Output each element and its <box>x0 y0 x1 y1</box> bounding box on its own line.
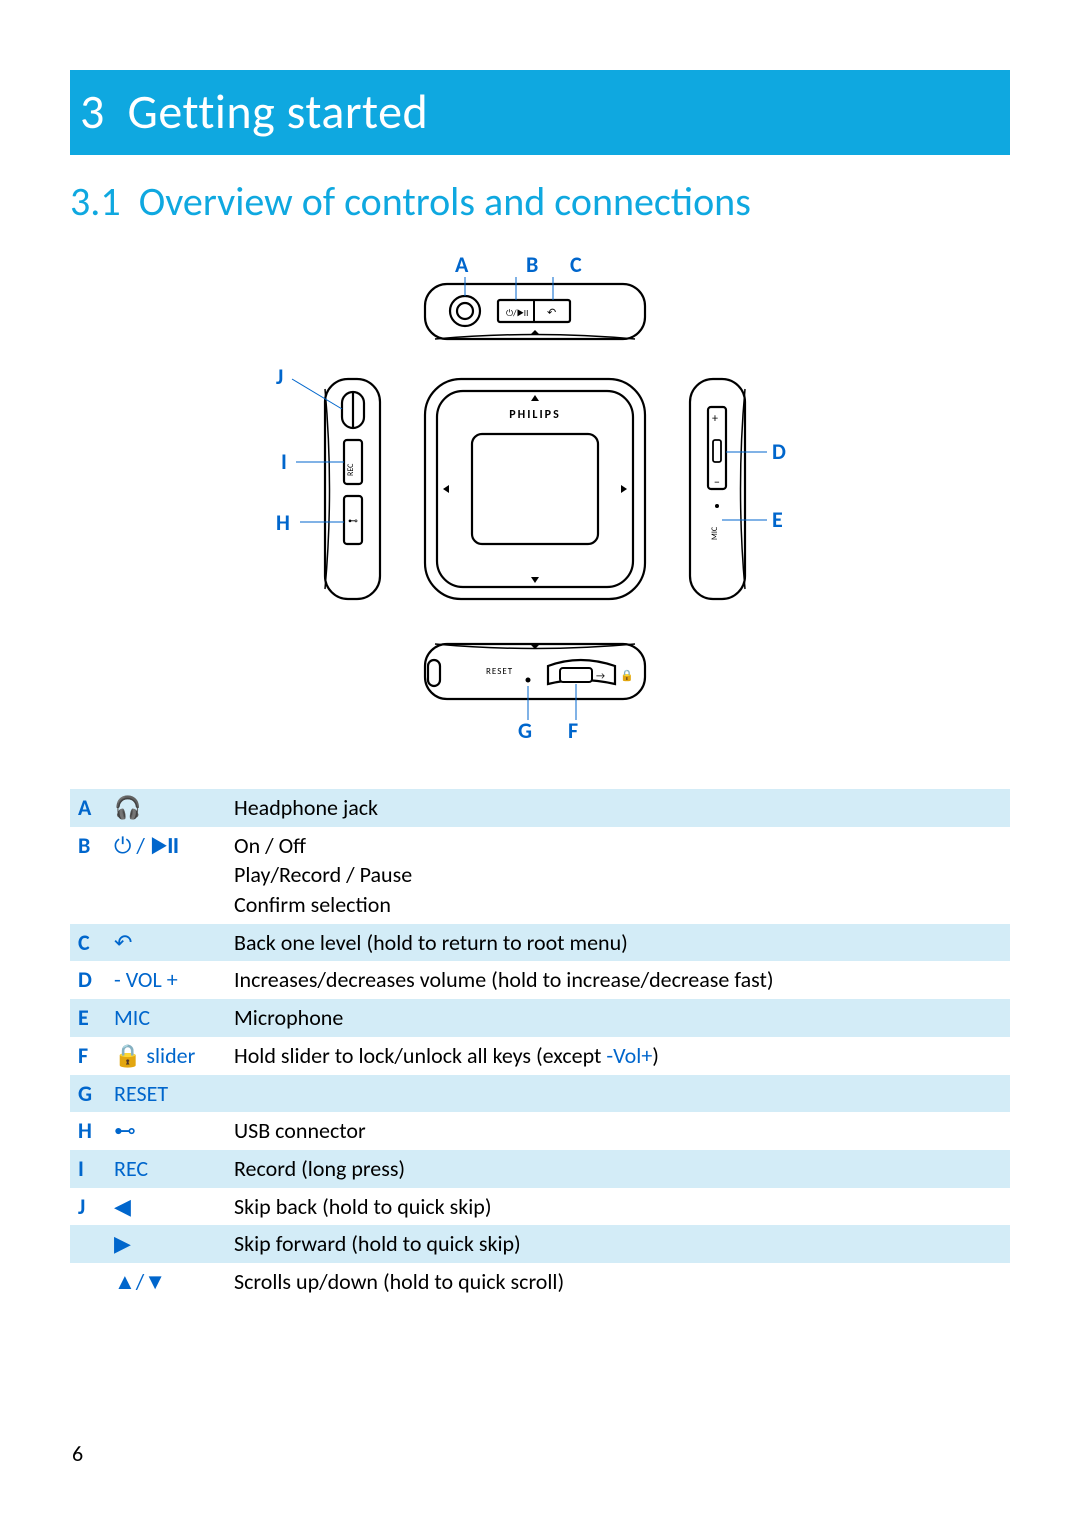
callout-C: C <box>570 251 582 278</box>
svg-text:↶: ↶ <box>547 306 556 319</box>
callout-D: D <box>772 438 786 465</box>
row-description <box>226 1075 1010 1113</box>
right-icon: ▶ <box>106 1225 226 1263</box>
table-row: ▲/▼Scrolls up/down (hold to quick scroll… <box>70 1263 1010 1301</box>
svg-text:→: → <box>596 669 605 682</box>
callout-E: E <box>772 506 783 533</box>
row-letter: H <box>70 1112 106 1150</box>
row-letter: I <box>70 1150 106 1188</box>
table-row: A🎧Headphone jack <box>70 789 1010 827</box>
row-letter: C <box>70 924 106 962</box>
row-description: Hold slider to lock/unlock all keys (exc… <box>226 1037 1010 1075</box>
chapter-title: Getting started <box>128 82 429 141</box>
table-row: ▶Skip forward (hold to quick skip) <box>70 1225 1010 1263</box>
table-row: D- VOL +Increases/decreases volume (hold… <box>70 961 1010 999</box>
row-letter <box>70 1225 106 1263</box>
lock-slider-label: 🔒 slider <box>106 1037 226 1075</box>
table-row: B⏻ / ▶𝗜𝗜On / OffPlay/Record / PauseConfi… <box>70 827 1010 924</box>
row-letter: A <box>70 789 106 827</box>
brand-text: PHILIPS <box>509 408 561 422</box>
device-diagram: ⏻/▶II ↶ A B C REC <box>270 244 810 769</box>
section-heading: 3.1 Overview of controls and connections <box>70 177 1010 226</box>
rec-label: REC <box>106 1150 226 1188</box>
updown-icon: ▲/▼ <box>106 1263 226 1301</box>
row-letter: F <box>70 1037 106 1075</box>
row-description: Scrolls up/down (hold to quick scroll) <box>226 1263 1010 1301</box>
rec-text: REC <box>346 463 356 476</box>
row-description: USB connector <box>226 1112 1010 1150</box>
row-description: Skip back (hold to quick skip) <box>226 1188 1010 1226</box>
table-row: H⊷USB connector <box>70 1112 1010 1150</box>
controls-table: A🎧Headphone jackB⏻ / ▶𝗜𝗜On / OffPlay/Rec… <box>70 789 1010 1301</box>
row-description: Headphone jack <box>226 789 1010 827</box>
table-row: C↶Back one level (hold to return to root… <box>70 924 1010 962</box>
row-letter: G <box>70 1075 106 1113</box>
callout-F: F <box>568 717 578 744</box>
row-letter: D <box>70 961 106 999</box>
row-letter: E <box>70 999 106 1037</box>
headphone-icon: 🎧 <box>106 789 226 827</box>
callout-H: H <box>276 509 290 536</box>
svg-text:🔒: 🔒 <box>620 669 634 682</box>
svg-text:⊷: ⊷ <box>348 514 358 527</box>
callout-G: G <box>518 717 532 744</box>
reset-label: RESET <box>106 1075 226 1113</box>
left-icon: ◀ <box>106 1188 226 1226</box>
row-letter: B <box>70 827 106 924</box>
usb-icon: ⊷ <box>106 1112 226 1150</box>
reset-text: RESET <box>486 666 513 677</box>
page-number: 6 <box>72 1440 83 1467</box>
mic-label: MIC <box>106 999 226 1037</box>
row-description: Record (long press) <box>226 1150 1010 1188</box>
inline-blue-text: -Vol+ <box>606 1042 652 1069</box>
row-letter: J <box>70 1188 106 1226</box>
table-row: EMICMicrophone <box>70 999 1010 1037</box>
row-letter <box>70 1263 106 1301</box>
back-icon: ↶ <box>106 924 226 962</box>
chapter-heading: 3 Getting started <box>70 70 1010 155</box>
callout-J: J <box>276 363 283 390</box>
callout-I: I <box>281 448 287 475</box>
svg-text:−: − <box>714 476 720 490</box>
svg-text:+: + <box>712 412 718 426</box>
row-description: Microphone <box>226 999 1010 1037</box>
row-description: On / OffPlay/Record / PauseConfirm selec… <box>226 827 1010 924</box>
row-description: Increases/decreases volume (hold to incr… <box>226 961 1010 999</box>
table-row: IRECRecord (long press) <box>70 1150 1010 1188</box>
power-play-icon: ⏻ / ▶𝗜𝗜 <box>106 827 226 924</box>
table-row: GRESET <box>70 1075 1010 1113</box>
callout-A: A <box>455 251 469 278</box>
callout-B: B <box>526 251 538 278</box>
row-description: Back one level (hold to return to root m… <box>226 924 1010 962</box>
volume-label: - VOL + <box>106 961 226 999</box>
row-description: Skip forward (hold to quick skip) <box>226 1225 1010 1263</box>
section-number: 3.1 <box>70 177 121 226</box>
svg-text:⏻/▶II: ⏻/▶II <box>506 308 528 319</box>
chapter-number: 3 <box>80 82 105 141</box>
section-title-text: Overview of controls and connections <box>139 177 751 226</box>
table-row: J◀Skip back (hold to quick skip) <box>70 1188 1010 1226</box>
mic-text: MIC <box>710 526 720 540</box>
table-row: F🔒 sliderHold slider to lock/unlock all … <box>70 1037 1010 1075</box>
